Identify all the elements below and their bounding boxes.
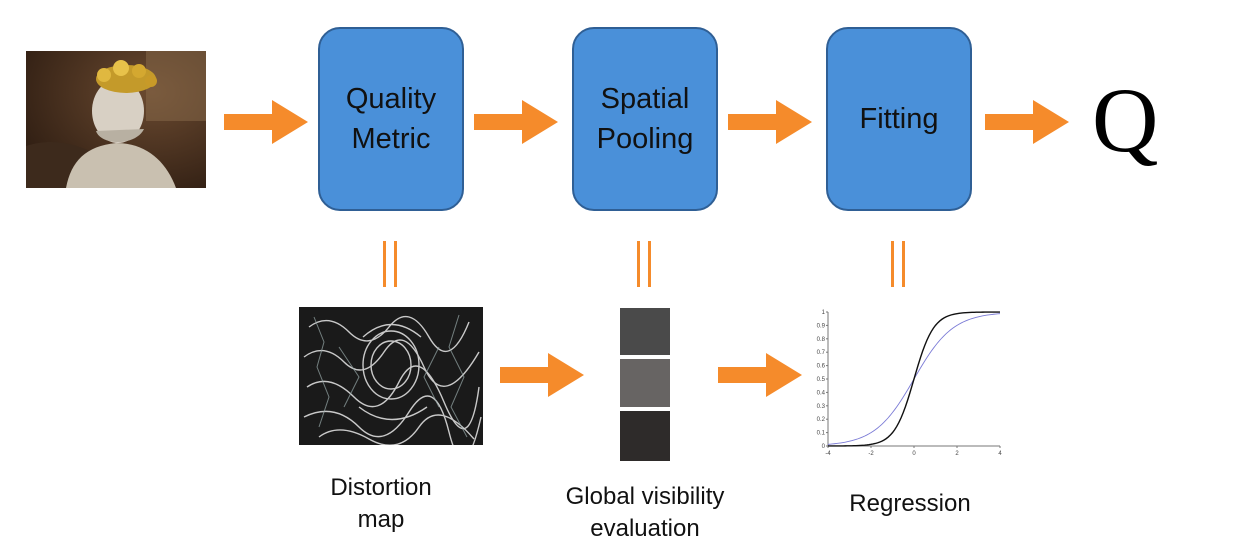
regression-plot: 0 0.1 0.2 0.3 0.4 0.5 0.6 0.7 0.8 0.9 1 -4 -2 0 2 4 bbox=[817, 310, 1003, 457]
caption-line1: Global visibility bbox=[565, 483, 725, 510]
caption-line2: map bbox=[357, 506, 405, 533]
black-fitted-curve bbox=[827, 311, 1001, 447]
quality-metric-block: Quality Metric bbox=[318, 27, 464, 211]
block-label-line2: Pooling bbox=[596, 123, 694, 155]
equivalence-marker-fitting bbox=[888, 241, 908, 287]
caption-line1: Regression bbox=[849, 490, 971, 517]
arrow-distortion-map-to-pooling bbox=[500, 353, 584, 397]
y-tick-label: 0.6 bbox=[817, 364, 826, 370]
x-tick-label: 2 bbox=[955, 451, 959, 457]
input-statue-image bbox=[26, 51, 206, 188]
block-label-line1: Fitting bbox=[859, 103, 939, 135]
spatial-pooling-block: Spatial Pooling bbox=[572, 27, 718, 211]
arrow-spatial-pooling-to-fitting bbox=[728, 100, 812, 144]
y-tick-label: 0.4 bbox=[817, 390, 826, 396]
arrow-pooling-to-regression bbox=[718, 353, 802, 397]
equivalence-marker-spatial-pooling bbox=[634, 241, 654, 287]
fitting-block: Fitting bbox=[826, 27, 972, 211]
x-tick-label: -4 bbox=[825, 451, 831, 457]
y-tick-label: 0.9 bbox=[817, 323, 826, 329]
y-tick-label: 1 bbox=[822, 310, 826, 316]
y-tick-label: 0.1 bbox=[817, 431, 826, 437]
arrow-quality-metric-to-spatial-pooling bbox=[474, 100, 558, 144]
pooling-bar-1 bbox=[620, 308, 670, 355]
equivalence-marker-quality-metric bbox=[380, 241, 400, 287]
output-q-symbol: Q bbox=[1092, 69, 1159, 171]
pooling-bar-3 bbox=[620, 411, 670, 461]
pooling-bar-2 bbox=[620, 359, 670, 407]
x-tick-label: 4 bbox=[998, 451, 1002, 457]
y-tick-label: 0.8 bbox=[817, 337, 826, 343]
y-tick-label: 0 bbox=[822, 444, 826, 450]
distortion-map-caption: Distortion map bbox=[296, 472, 466, 536]
global-visibility-caption: Global visibility evaluation bbox=[540, 481, 750, 545]
caption-line1: Distortion bbox=[330, 474, 432, 501]
y-tick-label: 0.3 bbox=[817, 404, 826, 410]
block-label-line1: Quality bbox=[345, 83, 437, 115]
caption-line2: evaluation bbox=[590, 515, 700, 542]
x-tick-label: -2 bbox=[868, 451, 874, 457]
arrow-fitting-to-q bbox=[985, 100, 1069, 144]
y-tick-label: 0.7 bbox=[817, 350, 826, 356]
y-tick-label: 0.5 bbox=[817, 377, 826, 383]
regression-caption: Regression bbox=[825, 488, 995, 520]
pooling-bars bbox=[620, 308, 670, 461]
distortion-map-image bbox=[299, 307, 483, 445]
y-tick-label: 0.2 bbox=[817, 417, 826, 423]
block-label-line1: Spatial bbox=[600, 83, 690, 115]
arrow-image-to-quality-metric bbox=[224, 100, 308, 144]
x-tick-label: 0 bbox=[912, 451, 916, 457]
block-label-line2: Metric bbox=[351, 123, 431, 155]
